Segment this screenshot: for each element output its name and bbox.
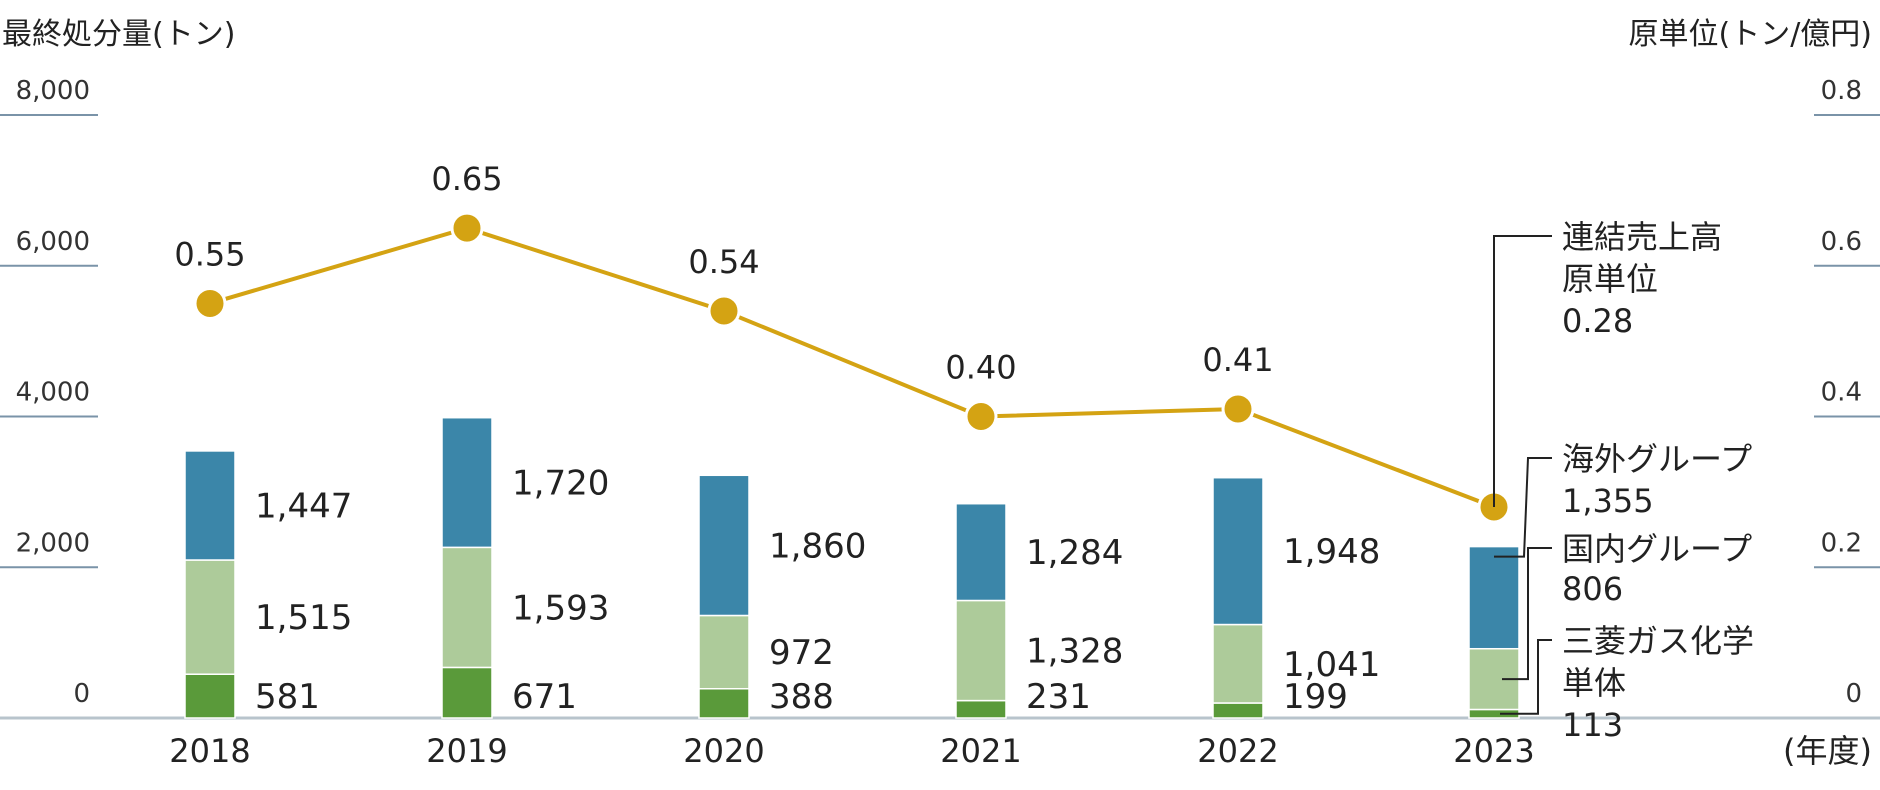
x-tick-label: 2019 xyxy=(426,732,507,770)
bar-segment xyxy=(955,502,1007,602)
left-tick-label: 6,000 xyxy=(16,227,90,257)
left-tick-label: 8,000 xyxy=(16,76,90,106)
legend-domestic-label: 国内グループ xyxy=(1562,530,1752,568)
axis-ticks: 0 2,000 4,000 6,000 8,000 0 0.2 0.4 0.6 0.8 xyxy=(0,76,1880,709)
legend-parent-label: 三菱ガス化学 xyxy=(1562,622,1754,660)
bar-value-label: 1,720 xyxy=(512,464,609,504)
legend-parent-label: 113 xyxy=(1562,706,1623,744)
intensity-label: 0.41 xyxy=(1202,341,1273,379)
bar-value-label: 1,948 xyxy=(1283,532,1380,572)
right-tick-label: 0.4 xyxy=(1821,378,1862,408)
bar-value-label: 972 xyxy=(769,633,834,673)
right-tick-label: 0.2 xyxy=(1821,528,1862,558)
bar-segment xyxy=(184,450,236,561)
bar-value-label: 1,328 xyxy=(1026,632,1123,672)
bar-segment xyxy=(955,699,1007,719)
bar-value-label: 1,447 xyxy=(255,486,352,526)
intensity-label: 0.54 xyxy=(688,243,759,281)
intensity-point xyxy=(450,211,484,245)
bar-value-label: 1,284 xyxy=(1026,533,1123,573)
intensity-label: 0.55 xyxy=(174,235,245,273)
bar-value-label: 1,515 xyxy=(255,598,352,638)
intensity-line-group: 0.55 0.65 0.54 0.40 0.41 xyxy=(174,160,1511,524)
bar-value-label: 1,593 xyxy=(512,588,609,628)
x-tick-label: 2021 xyxy=(940,732,1021,770)
right-tick-label: 0 xyxy=(1845,679,1862,709)
intensity-point xyxy=(193,286,227,320)
legend-overseas-label: 1,355 xyxy=(1562,482,1654,520)
bar-value-label: 1,041 xyxy=(1283,645,1380,685)
intensity-point xyxy=(964,400,998,433)
leader-line xyxy=(1500,639,1552,715)
bar-segment xyxy=(441,666,493,719)
legend-parent-label: 単体 xyxy=(1562,664,1626,702)
right-axis-title: 原単位(トン/億円) xyxy=(1628,17,1872,52)
bar-segment xyxy=(441,416,493,549)
x-tick-label: 2023 xyxy=(1453,732,1534,770)
bar-segment xyxy=(1212,476,1264,626)
bar-value-label: 581 xyxy=(255,677,320,717)
bar-segment xyxy=(184,673,236,719)
legend-overseas-label: 海外グループ xyxy=(1562,440,1752,478)
bar-value-label: 671 xyxy=(512,677,577,717)
left-axis-title: 最終処分量(トン) xyxy=(2,17,235,52)
bar-value-label: 1,860 xyxy=(769,526,866,566)
right-tick-label: 0.6 xyxy=(1821,227,1862,257)
bar-value-label: 388 xyxy=(769,677,834,717)
x-tick-labels: 2018 2019 2020 2021 2022 2023 xyxy=(169,732,1534,770)
x-tick-label: 2022 xyxy=(1197,732,1278,770)
intensity-point xyxy=(1221,392,1255,426)
bar-value-label: 199 xyxy=(1283,677,1348,717)
intensity-point xyxy=(707,294,741,328)
left-tick-label: 4,000 xyxy=(16,378,90,408)
bar-segment xyxy=(955,599,1007,702)
bar-segment xyxy=(698,614,750,690)
leader-line xyxy=(1493,235,1552,507)
left-tick-label: 0 xyxy=(73,679,90,709)
intensity-line xyxy=(209,225,1495,509)
intensity-label: 0.40 xyxy=(945,349,1016,387)
x-axis-unit: (年度) xyxy=(1783,732,1872,770)
left-tick-label: 2,000 xyxy=(16,528,90,558)
legend-domestic-label: 806 xyxy=(1562,570,1623,608)
legend-line-label: 連結売上高 xyxy=(1562,218,1722,256)
bar-segment xyxy=(1212,623,1264,704)
bar-segment xyxy=(1212,702,1264,719)
legend-line-label: 原単位 xyxy=(1562,260,1658,298)
x-tick-label: 2018 xyxy=(169,732,250,770)
legend-line-label: 0.28 xyxy=(1562,302,1633,340)
bar-group xyxy=(184,416,1520,719)
x-tick-label: 2020 xyxy=(683,732,764,770)
right-tick-label: 0.8 xyxy=(1821,76,1862,106)
leader-line xyxy=(1502,547,1552,681)
bar-segment xyxy=(1468,545,1520,650)
bar-segment xyxy=(698,688,750,719)
bar-segment xyxy=(698,474,750,617)
intensity-label: 0.65 xyxy=(431,160,502,198)
bar-value-label: 231 xyxy=(1026,677,1091,717)
leader-line xyxy=(1494,457,1552,558)
bar-segment xyxy=(184,559,236,675)
bar-segment xyxy=(441,546,493,669)
